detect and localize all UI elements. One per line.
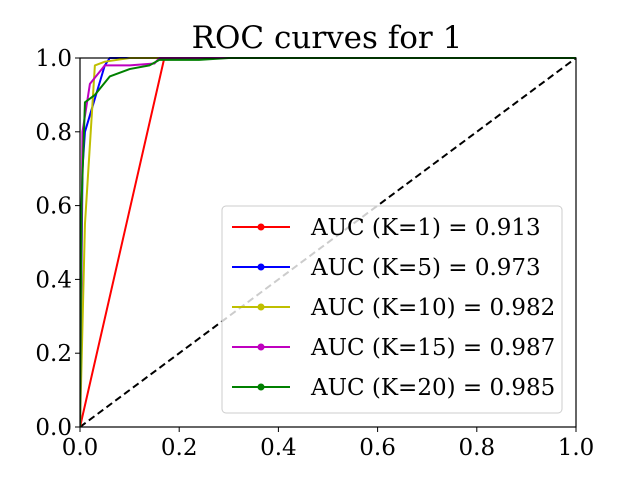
plot-frame — [79, 57, 577, 428]
y-tick-label: 1.0 — [35, 46, 72, 72]
x-tick-label: 0.4 — [260, 435, 297, 461]
legend-label-3: AUC (K=10) = 0.982 — [310, 295, 555, 321]
legend-box — [221, 205, 563, 414]
y-tick-label: 0.4 — [35, 267, 72, 293]
x-tick-label: 0.2 — [161, 435, 198, 461]
legend-swatch-marker — [257, 383, 265, 391]
legend-swatch-marker — [257, 343, 265, 351]
y-tick-label: 0.2 — [35, 341, 72, 367]
y-tick-label: 0.0 — [35, 415, 72, 441]
legend-label-1: AUC (K=1) = 0.913 — [310, 215, 541, 241]
legend-label-2: AUC (K=5) = 0.973 — [310, 255, 541, 281]
x-tick-label: 0.6 — [359, 435, 396, 461]
legend: AUC (K=1) = 0.913 AUC (K=5) = 0.973 AUC (K… — [221, 205, 563, 414]
series-line-5 — [80, 57, 576, 427]
legend-swatch-marker — [257, 263, 265, 271]
legend-swatch-marker — [257, 223, 265, 231]
legend-label-5: AUC (K=20) = 0.985 — [310, 375, 555, 401]
x-tick-label: 0.8 — [459, 435, 496, 461]
y-tick-label: 0.6 — [35, 194, 72, 220]
x-tick-label: 1.0 — [558, 435, 595, 461]
axis-ticks: 0.0 0.2 0.4 0.6 0.8 1.0 0.0 0.2 0.4 0.6 0.8 1.0 — [35, 46, 594, 461]
legend-label-4: AUC (K=15) = 0.987 — [310, 335, 555, 361]
x-tick-label: 0.0 — [62, 435, 99, 461]
y-tick-label: 0.8 — [35, 120, 72, 146]
chart-title: ROC curves for 1 — [192, 20, 463, 56]
legend-swatch-marker — [257, 303, 265, 311]
